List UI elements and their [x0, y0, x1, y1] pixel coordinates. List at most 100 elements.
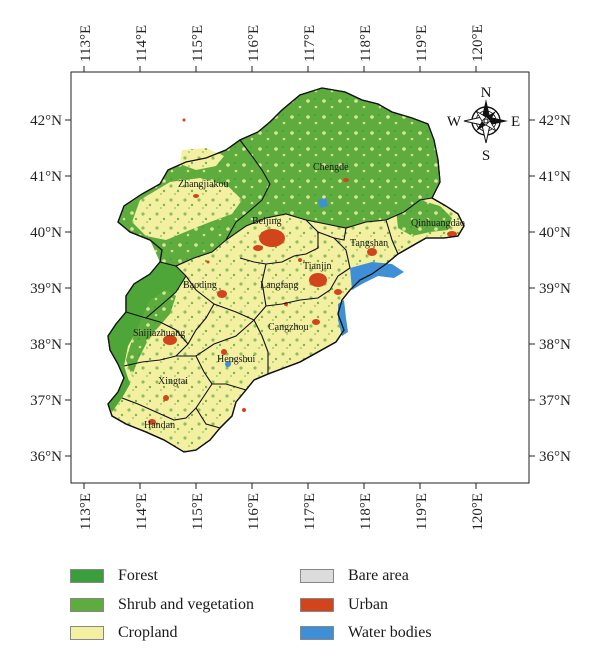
lake-hengshui	[225, 361, 231, 367]
urban-qinhuangdao	[447, 231, 457, 237]
legend-swatch	[70, 569, 104, 583]
legend-swatch	[300, 598, 334, 612]
compass-north-arrow-icon	[482, 99, 490, 117]
urban-beijing-2	[253, 245, 263, 251]
lon-labels-bottom: 113°E 114°E 115°E 116°E 117°E 118°E 119°…	[78, 493, 486, 531]
city-label-langfang: Langfang	[260, 280, 298, 291]
urban-tianjin	[309, 273, 327, 287]
lat-label-left: 40°N	[30, 225, 62, 241]
legend-label: Bare area	[348, 567, 409, 584]
urban-zhangjiakou	[193, 194, 199, 198]
city-label-cangzhou: Cangzhou	[268, 322, 309, 333]
legend-item-shrub: Shrub and vegetation	[70, 594, 254, 616]
lat-label-left: 41°N	[30, 169, 62, 185]
legend-label: Cropland	[118, 624, 178, 641]
legend: Forest Shrub and vegetation Cropland Bar…	[70, 565, 530, 655]
legend-item-cropland: Cropland	[70, 622, 178, 644]
lon-label-bottom: 114°E	[134, 493, 150, 530]
lon-label-bottom: 120°E	[470, 493, 486, 531]
lat-label-left: 38°N	[30, 337, 62, 353]
city-label-xingtai: Xingtai	[158, 376, 188, 387]
lon-label-top: 113°E	[78, 25, 94, 62]
lon-label-bottom: 115°E	[190, 493, 206, 530]
lon-label-top: 114°E	[134, 25, 150, 62]
urban-chengde	[343, 178, 349, 182]
lon-label-bottom: 118°E	[358, 493, 374, 530]
lat-label-right: 37°N	[539, 393, 571, 409]
lat-label-right: 38°N	[539, 337, 571, 353]
lat-label-right: 41°N	[539, 169, 571, 185]
lat-label-left: 36°N	[30, 449, 62, 465]
lat-label-right: 42°N	[539, 113, 571, 129]
compass-e: E	[511, 114, 520, 130]
lon-tick-marks	[83, 66, 477, 489]
urban-baoding	[217, 290, 227, 298]
lon-labels-top: 113°E 114°E 115°E 116°E 117°E 118°E 119°…	[78, 24, 486, 62]
lon-label-top: 118°E	[358, 25, 374, 62]
urban-xingtai	[163, 395, 169, 401]
lat-label-right: 39°N	[539, 281, 571, 297]
urban-areas	[148, 118, 457, 425]
lon-label-top: 120°E	[470, 24, 486, 62]
urban-shijiazhuang	[163, 335, 177, 345]
urban-hengshui	[221, 349, 227, 355]
city-label-hengshui: Hengshui	[217, 354, 256, 365]
compass-n: N	[481, 85, 492, 101]
lon-label-bottom: 113°E	[78, 493, 94, 530]
lat-labels-right: 42°N 41°N 40°N 39°N 38°N 37°N 36°N	[539, 113, 571, 465]
city-label-baoding: Baoding	[183, 280, 217, 291]
city-label-qinhuangdao: Qinhuangdao	[411, 218, 465, 229]
urban-tianjin-port	[334, 289, 342, 295]
lat-label-left: 39°N	[30, 281, 62, 297]
legend-item-urban: Urban	[300, 594, 388, 616]
legend-item-bare-area: Bare area	[300, 565, 409, 587]
taihang-forest-2	[126, 290, 176, 376]
compass-rose: N S E W	[447, 85, 520, 164]
lon-label-bottom: 119°E	[414, 493, 430, 530]
city-label-beijing: Beijing	[252, 216, 281, 227]
prefecture-boundaries	[121, 139, 433, 429]
lat-label-left: 37°N	[30, 393, 62, 409]
urban-handan	[148, 419, 156, 425]
city-label-zhangjiakou: Zhangjiakou	[178, 179, 229, 190]
lat-tick-marks	[65, 119, 535, 457]
legend-swatch	[70, 598, 104, 612]
legend-item-forest: Forest	[70, 565, 158, 587]
lon-label-bottom: 116°E	[246, 493, 262, 530]
bohai-coast-water	[350, 262, 404, 290]
land-cover-map: 113°E 114°E 115°E 116°E 117°E 118°E 119°…	[30, 24, 571, 531]
lat-label-right: 40°N	[539, 225, 571, 241]
legend-label: Water bodies	[348, 624, 432, 641]
lon-label-bottom: 117°E	[302, 493, 318, 530]
province-outline	[107, 87, 465, 453]
legend-label: Urban	[348, 596, 388, 613]
city-labels: Zhangjiakou Chengde Beijing Qinhuangdao …	[133, 162, 465, 431]
city-label-tianjin: Tianjin	[303, 261, 332, 272]
urban-cangzhou	[312, 319, 320, 325]
coast-water-south	[338, 300, 348, 336]
city-label-shijiazhuang: Shijiazhuang	[133, 328, 185, 339]
legend-swatch	[300, 626, 334, 640]
qinhuangdao-forest	[396, 200, 452, 236]
lake-north	[318, 198, 328, 208]
urban-beijing	[259, 229, 285, 247]
compass-s: S	[482, 148, 490, 164]
lat-label-left: 42°N	[30, 113, 62, 129]
compass-w: W	[447, 114, 462, 130]
lon-label-top: 115°E	[190, 25, 206, 62]
legend-label: Shrub and vegetation	[118, 596, 254, 613]
legend-label: Forest	[118, 567, 158, 584]
city-label-chengde: Chengde	[313, 162, 349, 173]
lon-label-top: 116°E	[246, 25, 262, 62]
lon-label-top: 117°E	[302, 25, 318, 62]
zhangjiakou-cropland	[132, 178, 242, 240]
legend-swatch	[70, 626, 104, 640]
city-label-handan: Handan	[144, 420, 175, 431]
urban-tangshan	[367, 248, 377, 256]
city-label-tangshan: Tangshan	[350, 238, 388, 249]
lon-label-top: 119°E	[414, 25, 430, 62]
legend-swatch	[300, 569, 334, 583]
lat-labels-left: 42°N 41°N 40°N 39°N 38°N 37°N 36°N	[30, 113, 62, 465]
legend-item-water-bodies: Water bodies	[300, 622, 432, 644]
lat-label-right: 36°N	[539, 449, 571, 465]
